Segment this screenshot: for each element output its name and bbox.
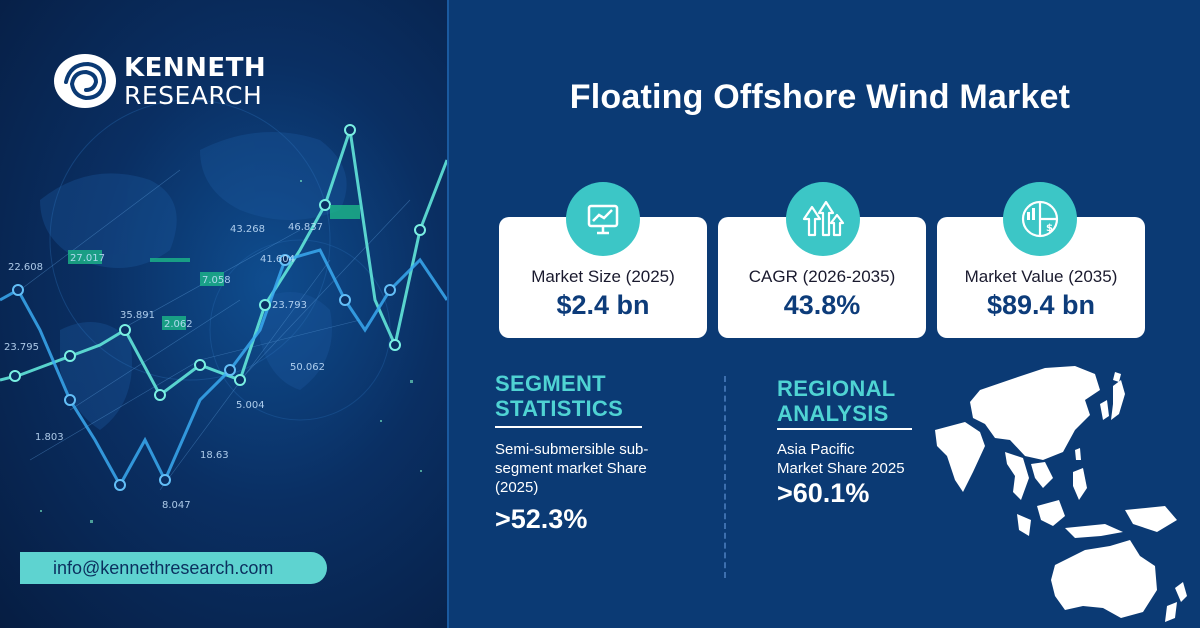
regional-desc-line1: Asia Pacific — [777, 441, 855, 458]
segment-desc-line3: (2025) — [495, 479, 539, 496]
regional-desc-line2: Market Share 2025 — [777, 460, 905, 477]
bg-number: 41.604 — [260, 254, 295, 265]
bg-number: 35.891 — [120, 310, 155, 321]
segment-share-value: >52.3% — [495, 504, 588, 534]
card-label: CAGR (2026-2035) — [748, 267, 896, 286]
bg-number: 1.803 — [35, 432, 64, 443]
brand-name-line1: KENNETH — [124, 52, 267, 83]
segment-heading: SEGMENT STATISTICS — [495, 371, 623, 421]
regional-share-value: >60.1% — [777, 478, 870, 508]
page-title: Floating Offshore Wind Market — [569, 78, 1071, 116]
regional-heading: REGIONAL ANALYSIS — [777, 376, 896, 426]
section-divider — [724, 376, 726, 578]
segment-desc-line2: segment market Share — [495, 460, 647, 477]
growth-arrows-icon — [786, 182, 860, 256]
brand-name-line2: RESEARCH — [124, 80, 263, 110]
bg-number: 23.793 — [272, 300, 307, 311]
panel-divider — [447, 0, 449, 628]
bg-number: 46.837 — [288, 222, 323, 233]
bg-number: 18.63 — [200, 450, 229, 461]
bg-number: 22.608 — [8, 262, 43, 273]
card-value: 43.8% — [783, 290, 861, 320]
contact-email[interactable]: info@kennethresearch.com — [20, 552, 327, 584]
card-label: Market Size (2025) — [531, 267, 675, 286]
regional-heading-line1: REGIONAL — [777, 376, 896, 401]
card-value: $2.4 bn — [556, 290, 650, 320]
card-label: Market Value (2035) — [964, 267, 1118, 286]
bg-number: 43.268 — [230, 224, 265, 235]
pie-chart-dollar-icon: $ — [1003, 182, 1077, 256]
segment-underline — [495, 426, 642, 428]
presentation-chart-icon — [566, 182, 640, 256]
bg-number: 50.062 — [290, 362, 325, 373]
card-value: $89.4 bn — [986, 290, 1096, 320]
segment-heading-line1: SEGMENT — [495, 371, 606, 396]
regional-description: Asia Pacific Market Share 2025 — [777, 440, 905, 478]
bg-number: 7.058 — [202, 275, 231, 286]
bg-number: 5.004 — [236, 400, 265, 411]
brand-logo: KENNETH RESEARCH — [52, 52, 266, 110]
hero-image-panel: 22.608 27.017 23.795 35.891 2.062 43.268… — [0, 0, 447, 628]
asia-pacific-map-icon — [935, 366, 1187, 622]
bg-number: 2.062 — [164, 319, 193, 330]
bg-number: 8.047 — [162, 500, 191, 511]
regional-underline — [777, 428, 912, 430]
financial-graph-background: 22.608 27.017 23.795 35.891 2.062 43.268… — [0, 99, 447, 523]
segment-description: Semi-submersible sub- segment market Sha… — [495, 440, 648, 497]
regional-heading-line2: ANALYSIS — [777, 401, 889, 426]
segment-heading-line2: STATISTICS — [495, 396, 624, 421]
bg-number: 27.017 — [70, 253, 105, 264]
svg-text:$: $ — [1046, 223, 1053, 234]
segment-desc-line1: Semi-submersible sub- — [495, 441, 649, 458]
bg-number: 23.795 — [4, 342, 39, 353]
kenneth-research-logo-icon — [54, 54, 116, 108]
